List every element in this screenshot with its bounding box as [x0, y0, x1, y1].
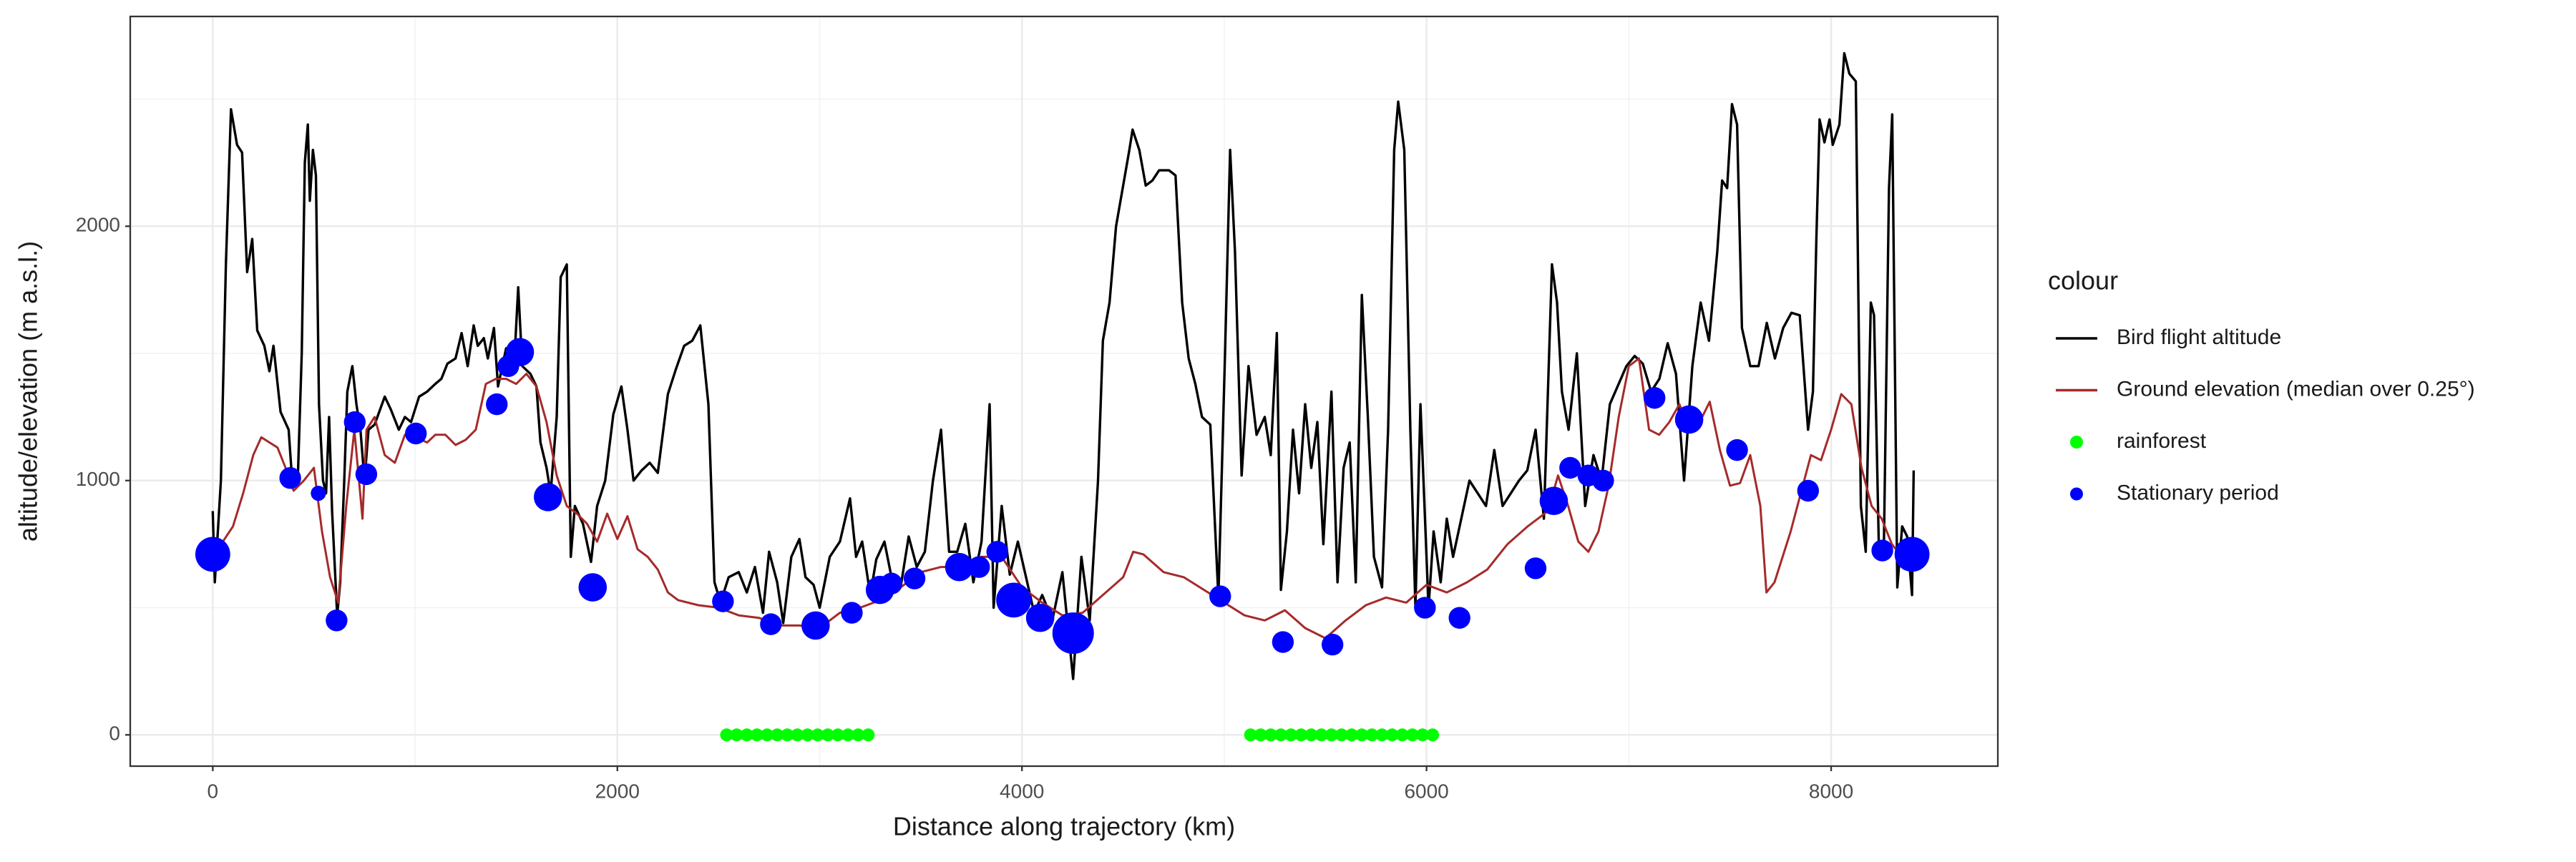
- point: [1314, 728, 1328, 742]
- point: [903, 567, 926, 589]
- point: [880, 572, 903, 594]
- point: [1539, 486, 1568, 516]
- point: [1244, 728, 1257, 742]
- point: [740, 728, 753, 742]
- point: [1272, 631, 1294, 653]
- point: [1365, 728, 1379, 742]
- y-axis-title: altitude/elevation (m a.s.l.): [14, 241, 43, 542]
- point: [578, 573, 608, 602]
- point: [1274, 728, 1288, 742]
- panel-border: [129, 15, 1999, 768]
- point: [1524, 557, 1547, 579]
- point: [771, 728, 784, 742]
- point: [791, 728, 804, 742]
- point: [1335, 728, 1348, 742]
- point: [404, 422, 427, 445]
- point: [1294, 728, 1308, 742]
- point: [1414, 597, 1436, 619]
- point: [534, 483, 562, 511]
- point: [1264, 728, 1277, 742]
- point: [831, 728, 844, 742]
- x-tick-label: 6000: [1404, 780, 1448, 802]
- point: [195, 537, 230, 572]
- point: [1426, 728, 1440, 742]
- y-tick-label: 2000: [76, 214, 120, 236]
- legend-label: rainforest: [2117, 429, 2207, 453]
- point: [781, 728, 794, 742]
- point: [1674, 405, 1704, 434]
- point: [1871, 539, 1893, 562]
- point: [750, 728, 763, 742]
- point: [1375, 728, 1389, 742]
- point: [841, 728, 855, 742]
- point: [1448, 607, 1470, 629]
- point: [841, 602, 863, 624]
- point: [1284, 728, 1298, 742]
- point: [1385, 728, 1399, 742]
- y-tick-label: 1000: [76, 468, 120, 490]
- point: [1052, 612, 1094, 655]
- point: [486, 393, 508, 416]
- point: [1559, 456, 1581, 479]
- y-tick-label: 0: [109, 723, 120, 745]
- point: [279, 467, 301, 489]
- point: [311, 485, 326, 501]
- point: [801, 728, 814, 742]
- point: [505, 338, 535, 367]
- plot-area: [195, 52, 1930, 742]
- x-tick-label: 2000: [595, 780, 640, 802]
- point: [720, 728, 733, 742]
- point: [968, 556, 990, 578]
- x-tick-label: 8000: [1809, 780, 1853, 802]
- legend-key: [2070, 436, 2083, 449]
- point: [1644, 387, 1666, 409]
- point: [1321, 633, 1344, 656]
- point: [1355, 728, 1369, 742]
- point: [1254, 728, 1267, 742]
- point: [1025, 603, 1055, 632]
- point: [730, 728, 743, 742]
- point: [852, 728, 865, 742]
- point: [343, 411, 366, 434]
- x-tick-label: 0: [208, 780, 219, 802]
- point: [1304, 728, 1318, 742]
- point: [1209, 585, 1231, 607]
- legend-title: colour: [2048, 266, 2118, 295]
- point: [1345, 728, 1359, 742]
- point: [945, 552, 974, 582]
- point: [811, 728, 824, 742]
- point: [986, 541, 1008, 563]
- point: [862, 728, 875, 742]
- legend-label: Stationary period: [2117, 481, 2279, 504]
- point: [760, 613, 782, 635]
- x-tick-label: 4000: [1000, 780, 1044, 802]
- point: [1324, 728, 1338, 742]
- point: [1405, 728, 1419, 742]
- point: [712, 590, 734, 612]
- point: [760, 728, 774, 742]
- point: [1415, 728, 1429, 742]
- point: [1726, 439, 1748, 461]
- point: [821, 728, 834, 742]
- point: [996, 582, 1032, 618]
- point: [1592, 469, 1614, 491]
- point: [1395, 728, 1409, 742]
- point: [1894, 537, 1930, 572]
- grid: [130, 16, 1998, 766]
- point: [1797, 479, 1820, 502]
- legend-label: Bird flight altitude: [2117, 325, 2281, 349]
- point: [801, 611, 830, 640]
- legend: Bird flight altitude Ground elevation (me…: [2056, 325, 2475, 504]
- legend-key: [2070, 487, 2083, 501]
- point: [355, 463, 378, 486]
- legend-label: Ground elevation (median over 0.25°): [2117, 377, 2475, 401]
- x-axis-title: Distance along trajectory (km): [893, 812, 1235, 841]
- point: [326, 609, 348, 632]
